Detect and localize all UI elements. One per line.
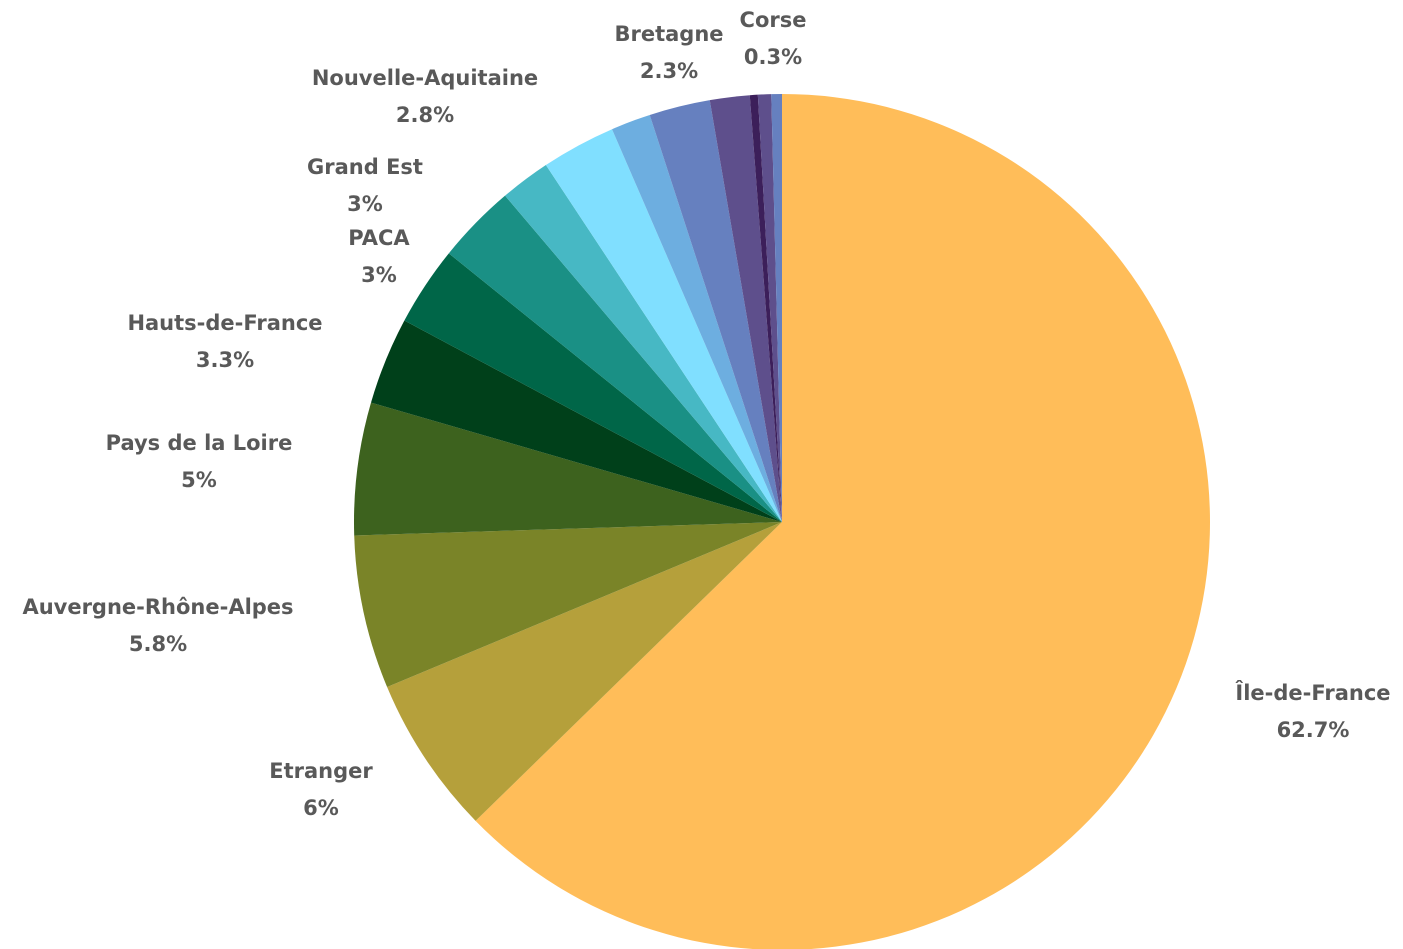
pie-slice bbox=[370, 320, 782, 522]
slice-label: Etranger bbox=[269, 759, 373, 783]
pie-slice bbox=[771, 94, 782, 522]
pie-slice bbox=[649, 100, 782, 523]
slice-label: Grand Est bbox=[307, 155, 423, 179]
pie-slice bbox=[354, 522, 782, 688]
value-label: 3% bbox=[361, 263, 397, 287]
value-label: 6% bbox=[303, 796, 339, 820]
value-label: 5% bbox=[181, 468, 217, 492]
pie-slice bbox=[353, 402, 782, 536]
slice-label: PACA bbox=[348, 226, 410, 250]
slice-label: Hauts-de-France bbox=[127, 311, 322, 335]
pie-slice bbox=[475, 94, 1210, 949]
value-label: 0.3% bbox=[744, 45, 802, 69]
pie-slice bbox=[448, 195, 782, 522]
pie-slice bbox=[404, 253, 782, 523]
slice-label: Île-de-France bbox=[1235, 680, 1390, 705]
value-label: 5.8% bbox=[129, 632, 187, 656]
pie-slice bbox=[505, 165, 782, 522]
pie-slice bbox=[757, 94, 782, 523]
value-label: 2.3% bbox=[640, 59, 698, 83]
pie-slice bbox=[612, 114, 782, 522]
slice-label: Corse bbox=[740, 8, 807, 32]
value-label: 62.7% bbox=[1277, 718, 1350, 742]
value-label: 3% bbox=[347, 192, 383, 216]
slice-label: Pays de la Loire bbox=[106, 431, 293, 455]
value-label: 2.8% bbox=[396, 103, 454, 127]
pie-slice bbox=[545, 129, 782, 522]
pie-slice bbox=[709, 95, 782, 522]
slice-label: Nouvelle-Aquitaine bbox=[312, 66, 538, 90]
slice-label: Bretagne bbox=[614, 22, 723, 46]
pie-slice bbox=[387, 522, 782, 821]
pie-slice bbox=[749, 94, 782, 522]
value-label: 3.3% bbox=[196, 348, 254, 372]
slice-label: Auvergne-Rhône-Alpes bbox=[22, 595, 293, 619]
